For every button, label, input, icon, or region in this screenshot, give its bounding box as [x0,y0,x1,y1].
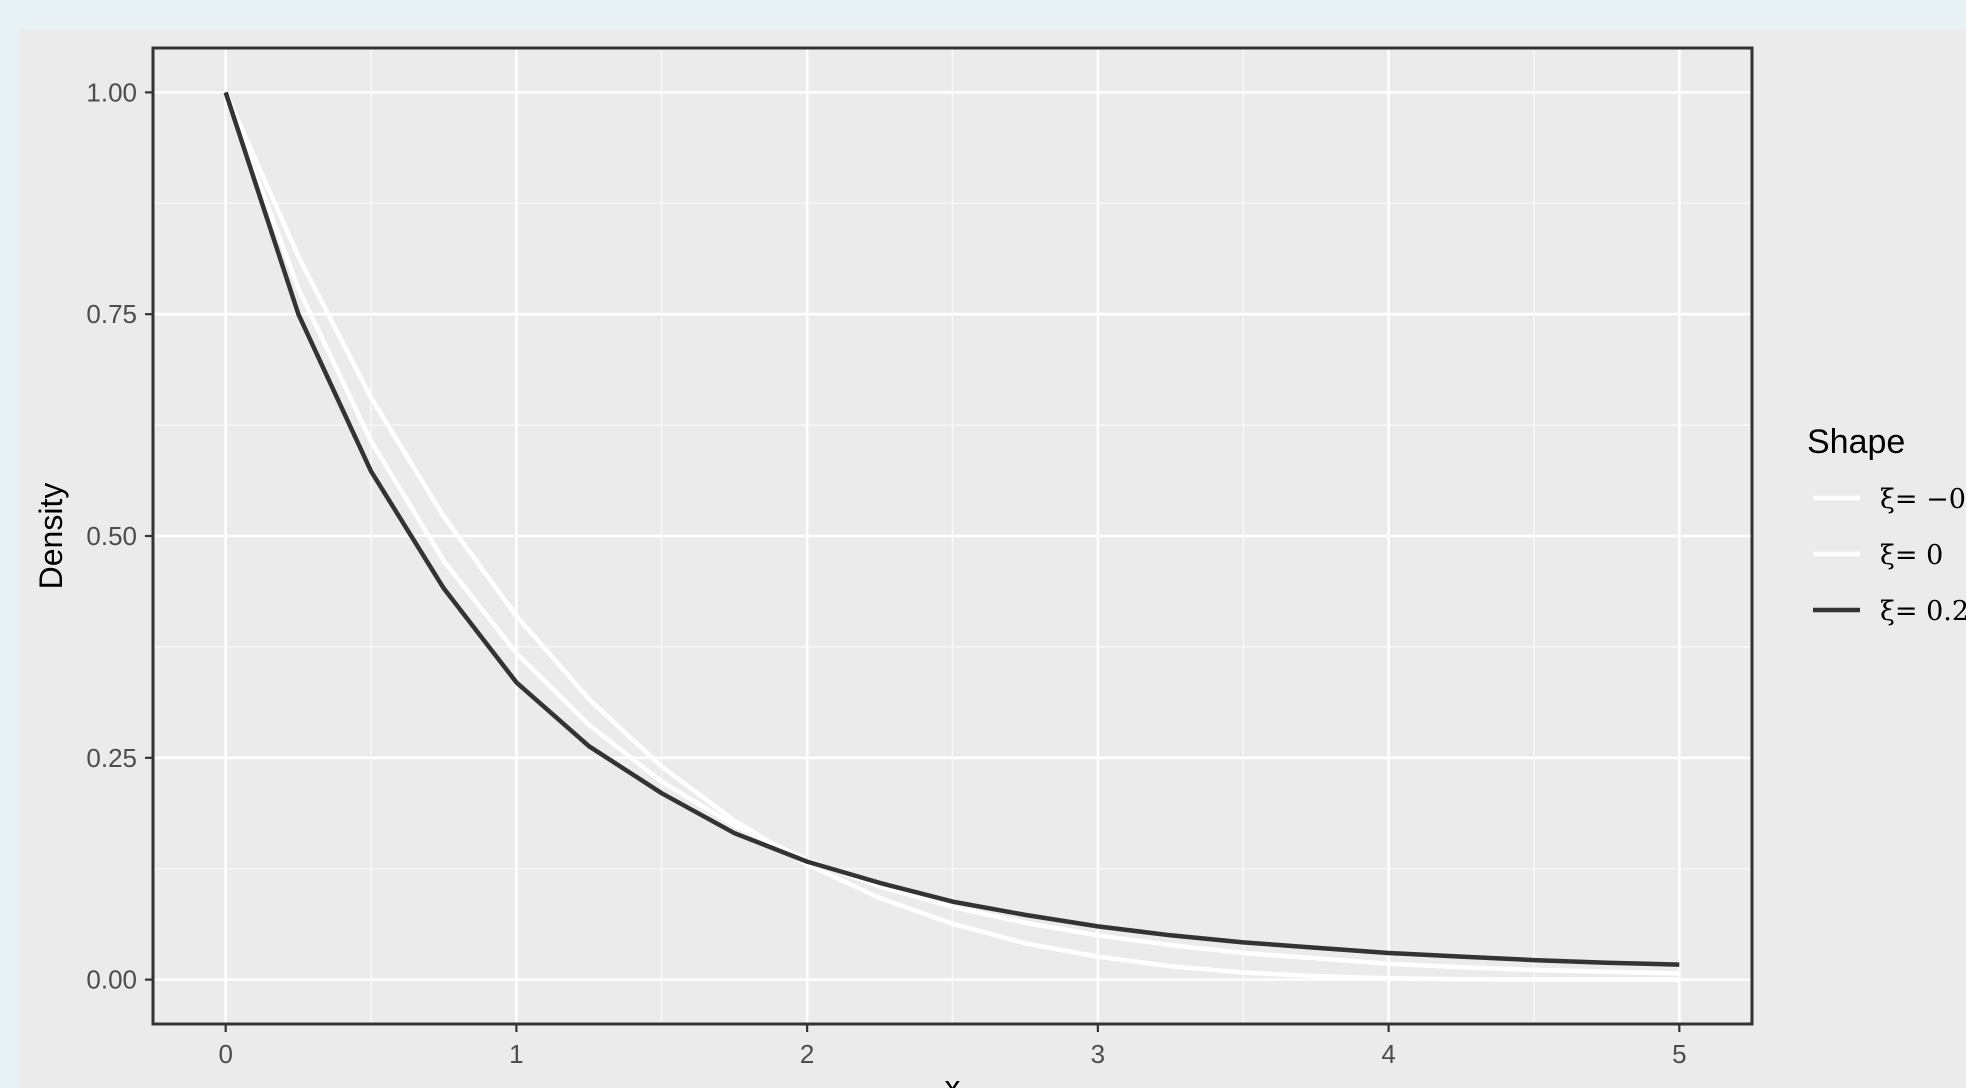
series-line-3 [223,91,1680,967]
y-tick-label: 0.00 [86,965,137,995]
x-tick-label: 5 [1672,1039,1686,1069]
legend-label: ξ= 0.2 [1880,596,1966,627]
x-tick-label: 4 [1381,1039,1395,1069]
x-axis-title: x [945,1069,961,1088]
y-tick-label: 0.25 [86,743,137,773]
legend-label: ξ= 0 [1880,540,1943,571]
x-tick-label: 0 [218,1039,232,1069]
y-axis-title: Density [33,483,69,590]
x-tick-label: 3 [1091,1039,1105,1069]
series-line-2 [223,91,1680,976]
legend-title: Shape [1807,423,1905,461]
y-tick-label: 0.75 [86,299,137,329]
series-line-1 [223,91,1680,982]
x-tick-label: 2 [800,1039,814,1069]
x-tick-label: 1 [509,1039,523,1069]
legend-label: ξ= −0.2 [1880,484,1966,515]
y-tick-label: 1.00 [86,77,137,107]
y-tick-label: 0.50 [86,521,137,551]
